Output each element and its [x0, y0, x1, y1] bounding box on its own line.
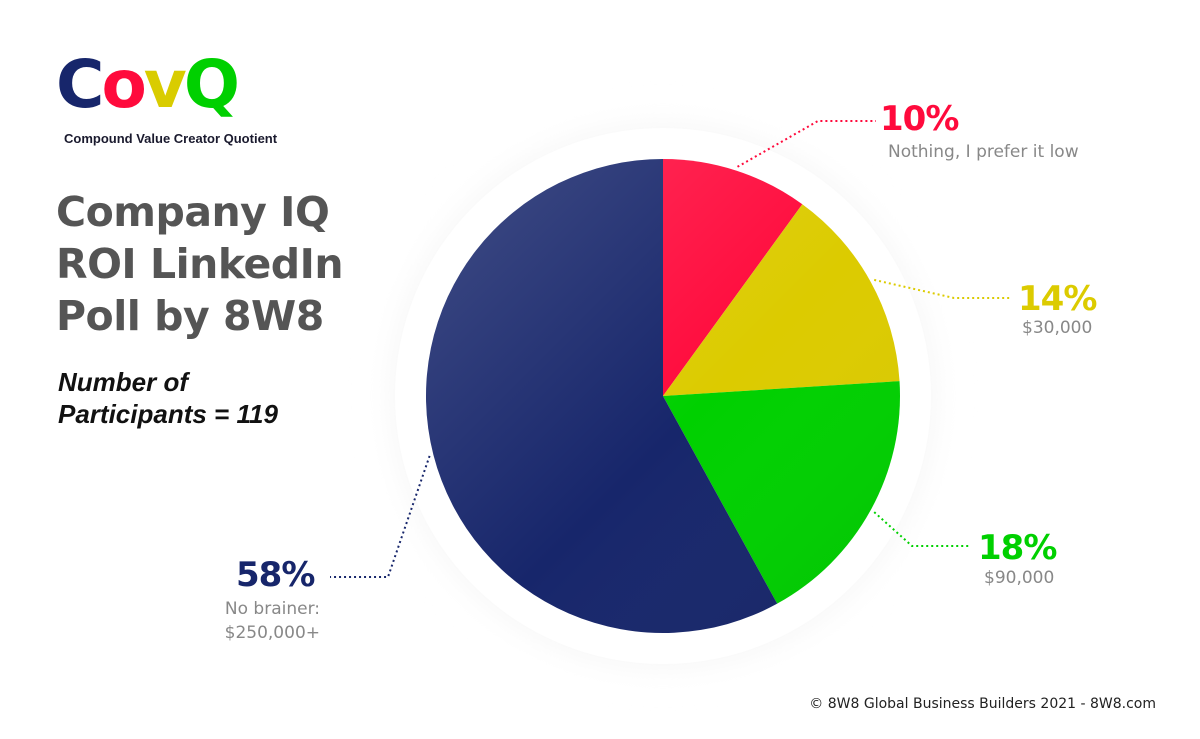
slice-percent-label: 58%	[236, 555, 315, 595]
participants-count: Number of Participants = 119	[58, 366, 338, 430]
slice-percent-label: 18%	[978, 528, 1057, 568]
slice-leader-line	[330, 455, 431, 578]
slice-leader-line	[737, 120, 876, 168]
slice-percent-label: 10%	[880, 99, 959, 139]
slice-label-line: $90,000	[984, 568, 1055, 588]
title-line: Company IQ	[56, 188, 330, 236]
logo-letter: C	[56, 46, 104, 123]
covq-logo: CovQ	[56, 46, 240, 123]
slice-percent-label: 14%	[1018, 279, 1097, 319]
logo-letter: o	[101, 46, 146, 123]
slice-label: $90,000	[984, 566, 1054, 590]
slice-label-line: $250,000+	[224, 623, 320, 643]
slice-label-line: $30,000	[1022, 318, 1093, 338]
title-line: ROI LinkedIn	[56, 240, 344, 288]
slice-label: Nothing, I prefer it low	[888, 140, 1079, 164]
slice-leader-line	[873, 278, 1012, 299]
logo-tagline: Compound Value Creator Quotient	[64, 131, 278, 146]
slice-label: $30,000	[1022, 316, 1092, 340]
slice-leader-line	[873, 511, 970, 547]
slice-label-line: No brainer:	[224, 599, 320, 619]
title-line: Poll by 8W8	[56, 292, 324, 340]
slice-label-line: Nothing, I prefer it low	[888, 142, 1079, 162]
copyright-footer: © 8W8 Global Business Builders 2021 - 8W…	[809, 696, 1156, 712]
slice-label: No brainer: $250,000+	[140, 597, 320, 645]
logo-letter: Q	[183, 46, 240, 123]
participants-line: Participants = 119	[58, 399, 278, 429]
participants-line: Number of	[58, 367, 188, 397]
logo-letter: v	[143, 46, 187, 123]
page-title: Company IQ ROI LinkedIn Poll by 8W8	[56, 186, 386, 342]
